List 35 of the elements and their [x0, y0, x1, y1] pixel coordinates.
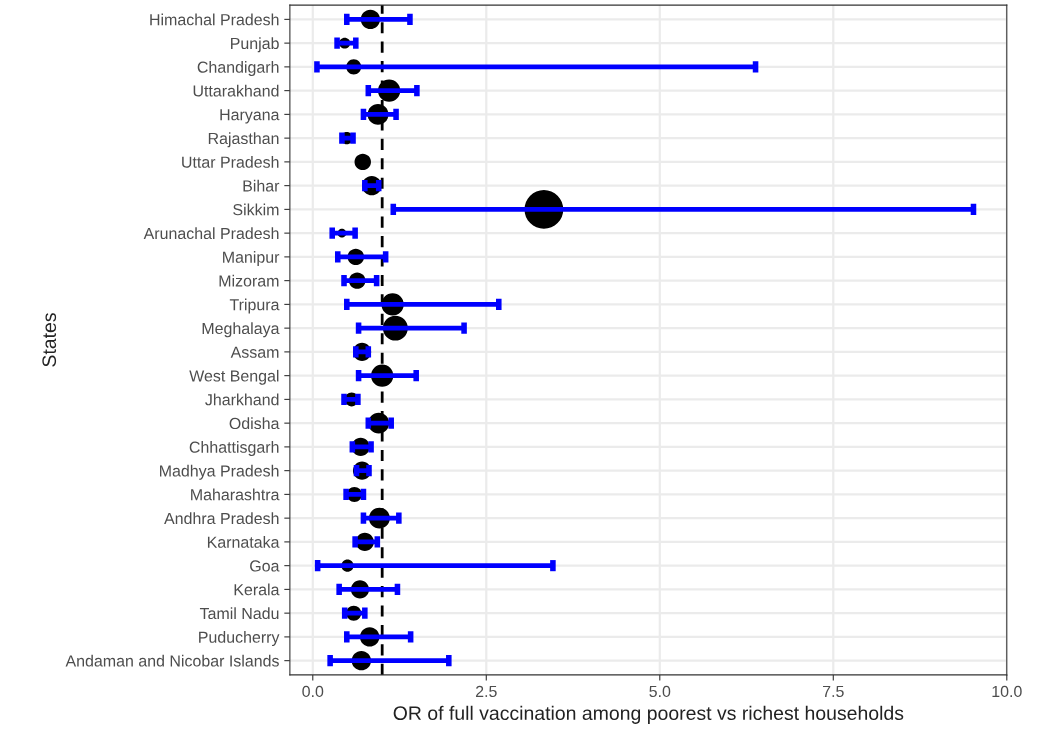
y-tick-label: Chandigarh [197, 61, 279, 76]
y-tick-label: Andhra Pradesh [164, 512, 279, 525]
x-tick-label: 7.5 [823, 685, 844, 698]
y-tick-label: Uttarakhand [193, 84, 279, 97]
x-tick-label: 2.5 [475, 685, 497, 698]
y-tick-label: Arunachal Pradesh [143, 227, 279, 240]
y-tick-label: Andaman and Nicobar Islands [65, 654, 279, 667]
y-tick-label: Sikkim [233, 203, 279, 216]
y-tick-label: Maharashtra [191, 488, 280, 501]
y-tick-label: Manipur [223, 251, 280, 266]
y-tick-label: Punjab [231, 37, 279, 53]
y-tick-label: Rajasthan [208, 132, 279, 148]
y-tick-label: Jharkhand [205, 393, 279, 406]
y-tick-label: Meghalaya [202, 322, 280, 338]
x-tick-label: 0.0 [302, 685, 324, 698]
y-tick-label: Haryana [220, 109, 280, 124]
y-tick-label: West Bengal [189, 369, 279, 385]
y-tick-label: Tamil Nadu [199, 607, 279, 620]
y-tick-label: Puducherry [199, 631, 280, 646]
y-axis-title: States [42, 313, 57, 367]
y-tick-label: Bihar [243, 179, 280, 192]
y-tick-label: Karnataka [207, 536, 280, 548]
y-tick-label: Tripura [229, 298, 280, 314]
y-tick-label: Himachal Pradesh [150, 13, 279, 26]
x-tick-label: 5.0 [649, 685, 671, 698]
y-tick-label: Assam [230, 346, 279, 358]
y-tick-label: Uttar Pradesh [182, 156, 279, 168]
y-tick-label: Kerala [234, 583, 280, 596]
y-tick-label: Odisha [229, 417, 280, 430]
x-axis-title: OR of full vaccination among poorest vs richest households [393, 705, 904, 724]
y-tick-label: Chhattisgarh [189, 441, 279, 456]
y-tick-label: Mizoram [219, 274, 279, 287]
x-tick-label: 10.0 [992, 685, 1022, 698]
y-tick-label: Madhya Pradesh [160, 464, 279, 480]
y-tick-label: Goa [250, 560, 280, 572]
